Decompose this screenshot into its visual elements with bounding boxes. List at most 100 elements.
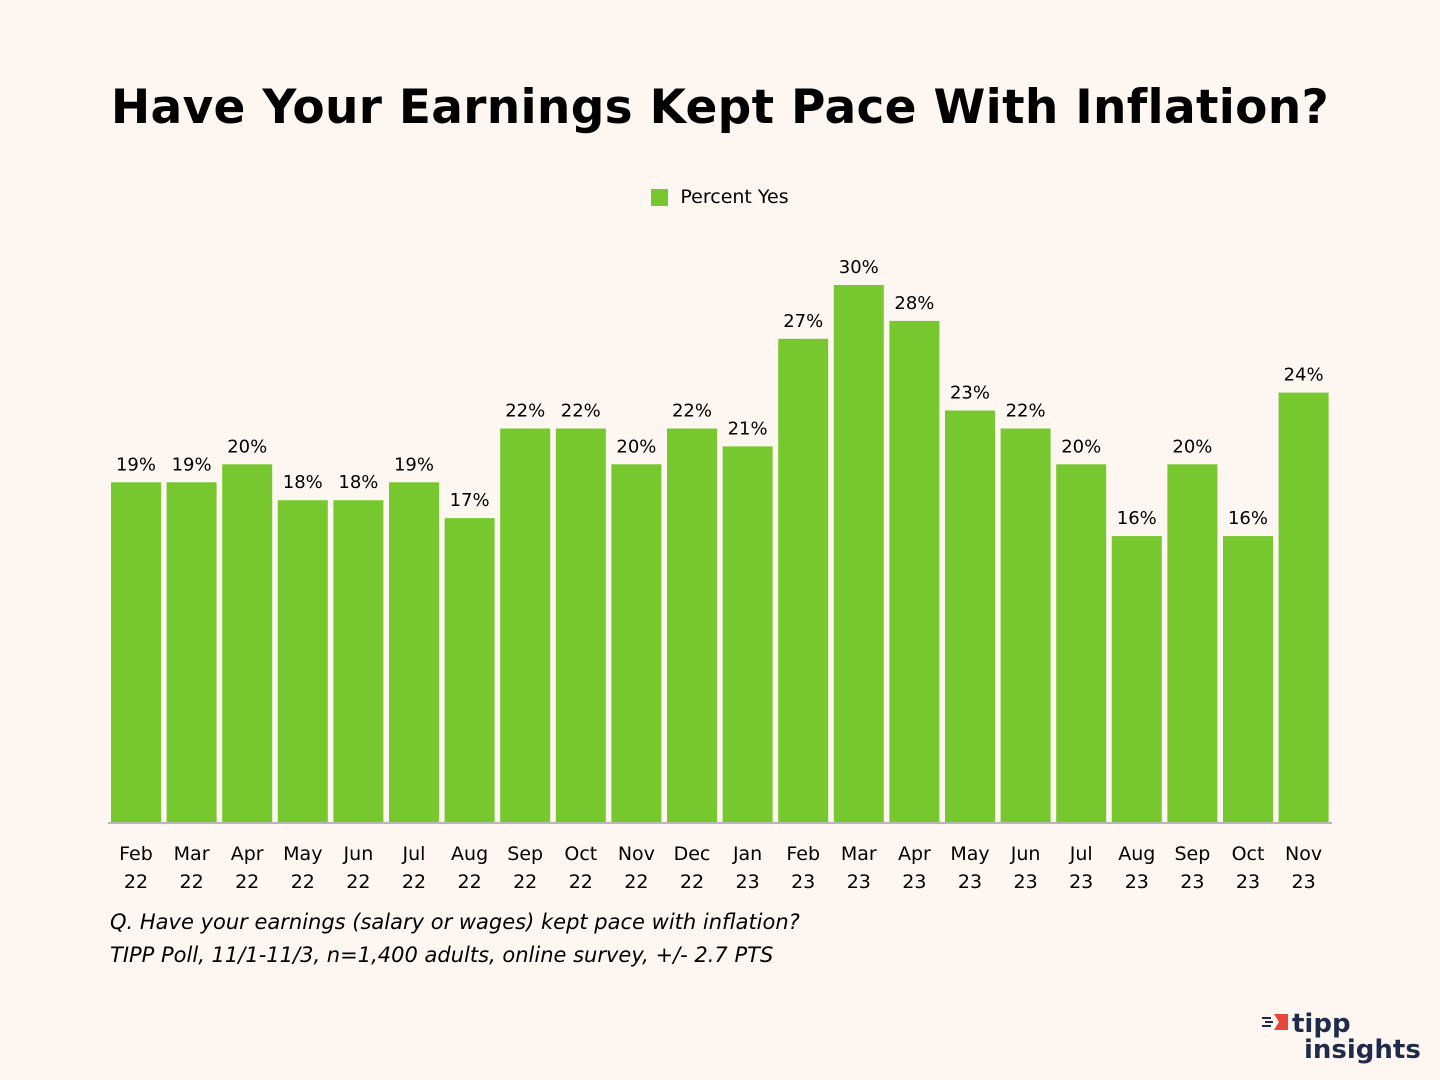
bar-mar-23 [833,285,884,823]
value-label: 20% [227,436,267,457]
value-label: 28% [894,293,934,314]
bar-sep-22 [500,428,551,823]
tick-label-month: Mar [174,843,210,865]
tick-label-month: Apr [898,843,931,865]
value-label: 22% [561,401,601,422]
tick-label-month: Dec [674,843,711,865]
bar-nov-23 [1278,392,1329,823]
bar-aug-22 [444,518,495,823]
tick-label-month: Jul [402,843,426,865]
tick-label-month: Jun [343,843,374,865]
bar-feb-23 [778,338,829,823]
tick-label-year: 23 [1125,871,1149,893]
value-label: 18% [338,472,378,493]
bar-jan-23 [722,446,773,823]
tick-label-month: Sep [507,843,543,865]
logo-word-insights: insights [1304,1035,1421,1065]
value-label: 16% [1117,508,1157,529]
bar-mar-22 [166,482,217,823]
footnote-question: Q. Have your earnings (salary or wages) … [110,910,800,934]
bar-apr-23 [889,320,940,823]
tick-label-month: Sep [1174,843,1210,865]
bar-jul-23 [1056,464,1107,823]
tick-label-month: Feb [786,843,820,865]
value-label: 24% [1284,365,1324,386]
tick-label-year: 23 [902,871,926,893]
bar-jun-22 [333,500,384,823]
tick-label-year: 22 [291,871,315,893]
tick-label-month: May [950,843,989,865]
tick-label-month: Oct [564,843,597,865]
tick-label-year: 23 [958,871,982,893]
value-label: 20% [616,436,656,457]
tick-label-month: Jul [1069,843,1093,865]
bar-oct-23 [1223,536,1273,823]
bar-apr-22 [222,464,273,823]
tick-label-year: 22 [624,871,648,893]
tick-label-year: 22 [235,871,259,893]
tick-label-year: 23 [736,871,760,893]
tick-label-month: Jan [732,843,762,865]
value-label: 16% [1228,508,1268,529]
tick-label-year: 23 [1180,871,1204,893]
tick-label-year: 22 [513,871,537,893]
legend: Percent Yes [0,186,1440,208]
tick-label-month: Nov [1285,843,1322,865]
bar-jul-22 [389,482,439,823]
tick-label-year: 22 [458,871,482,893]
value-label: 20% [1172,436,1212,457]
chart-title: Have Your Earnings Kept Pace With Inflat… [110,80,1330,135]
logo-speed-icon [1262,1014,1288,1030]
bar-dec-22 [667,428,717,823]
tick-label-month: Aug [1118,843,1155,865]
tick-label-year: 22 [569,871,593,893]
bar-may-22 [277,500,328,823]
value-label: 23% [950,383,990,404]
tick-label-year: 22 [346,871,370,893]
tipp-insights-logo: tipp insights [1262,1009,1421,1065]
value-label: 20% [1061,436,1101,457]
tick-label-year: 22 [402,871,426,893]
value-label: 27% [783,311,823,332]
value-label: 19% [116,454,156,475]
tick-label-year: 22 [680,871,704,893]
tick-label-month: Jun [1010,843,1041,865]
footnote: Q. Have your earnings (salary or wages) … [110,906,800,972]
bars-group [111,285,1329,823]
value-label: 21% [728,418,768,439]
tick-label-year: 22 [124,871,148,893]
value-label: 19% [172,454,212,475]
bar-may-23 [945,410,995,823]
logo-word-tipp: tipp [1292,1009,1351,1039]
bar-oct-22 [555,428,606,823]
tick-label-month: Aug [451,843,488,865]
bar-aug-23 [1111,536,1162,823]
tick-label-year: 23 [847,871,871,893]
tick-label-year: 23 [1292,871,1316,893]
value-label: 22% [1006,401,1046,422]
value-label: 22% [505,401,545,422]
tick-label-month: Oct [1232,843,1265,865]
tick-label-month: Feb [119,843,153,865]
tick-label-year: 22 [180,871,204,893]
tick-label-month: May [283,843,322,865]
footnote-poll-info: TIPP Poll, 11/1-11/3, n=1,400 adults, on… [110,943,774,967]
tick-label-year: 23 [1014,871,1038,893]
tick-label-year: 23 [1069,871,1093,893]
value-label: 19% [394,454,434,475]
bar-jun-23 [1000,428,1051,823]
legend-swatch [651,188,669,206]
tick-labels-group: Feb 22 Mar 22 Apr 22 May 22 Jun 22 Jul 22 Aug 22 Sep 22… [119,843,1322,893]
legend-label: Percent Yes [680,186,789,208]
tick-label-year: 23 [1236,871,1260,893]
tick-label-month: Nov [618,843,655,865]
value-label: 18% [283,472,323,493]
value-labels-group: 19% 19% 20% 18% 18% 19% 17% 22% 22% 20% 22% 21% 27% 3… [116,257,1324,529]
tick-label-month: Apr [231,843,264,865]
tick-label-month: Mar [841,843,877,865]
value-label: 17% [450,490,490,511]
bar-feb-22 [111,482,161,823]
value-label: 22% [672,401,712,422]
value-label: 30% [839,257,879,278]
